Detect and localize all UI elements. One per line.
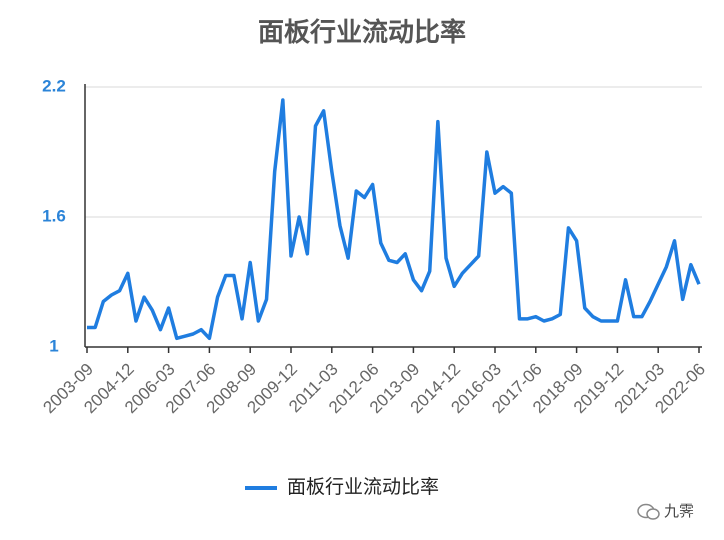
line-series xyxy=(87,98,701,341)
y-tick-label: 1 xyxy=(49,336,58,355)
chart-title: 面板行业流动比率 xyxy=(258,17,466,47)
watermark: 九霁 xyxy=(664,503,694,520)
legend-label: 面板行业流动比率 xyxy=(287,476,439,498)
y-tick-label: 2.2 xyxy=(42,76,66,95)
watermark-icon xyxy=(637,503,660,520)
y-tick-label: 1.6 xyxy=(42,206,66,225)
